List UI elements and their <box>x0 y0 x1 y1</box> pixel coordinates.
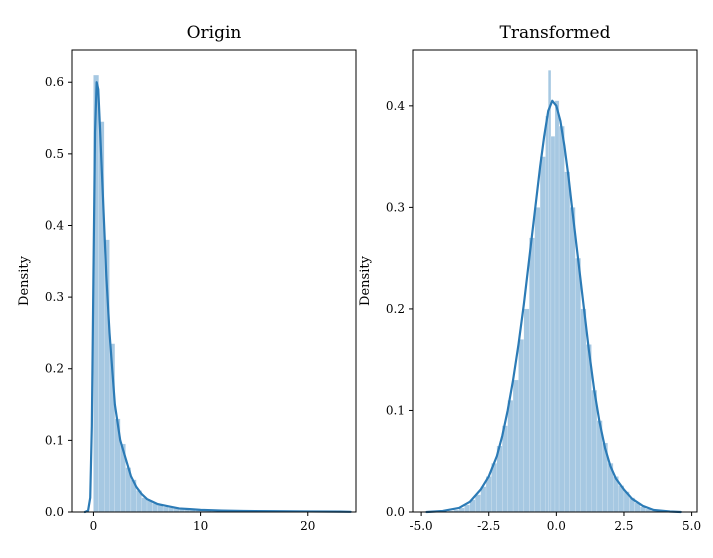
y-tick-label: 0.0 <box>386 505 405 519</box>
kde-line <box>425 99 682 514</box>
histogram-bar <box>475 494 481 513</box>
histogram-bar <box>575 257 581 513</box>
histogram-bars <box>448 70 671 513</box>
x-tick-label: 10 <box>193 519 208 533</box>
x-tick-label: 0.0 <box>547 519 566 533</box>
kde-line <box>83 81 352 514</box>
histogram-bars <box>93 74 341 513</box>
chart-title: Origin <box>187 23 242 43</box>
histogram-bar <box>569 207 576 513</box>
x-tick-label: 0 <box>90 519 98 533</box>
histogram-bar <box>168 507 174 513</box>
y-tick-label: 0.1 <box>45 433 64 447</box>
histogram-bar <box>529 237 535 513</box>
histogram-bar <box>502 425 508 513</box>
histogram-bar <box>518 339 525 513</box>
y-axis-label: Density <box>358 255 373 306</box>
histogram-bar <box>157 505 164 513</box>
y-axis-label: Density <box>17 255 32 306</box>
y-tick-label: 0.4 <box>386 99 405 113</box>
histogram-bar <box>554 100 560 513</box>
x-tick-label: 5.0 <box>682 519 701 533</box>
histogram-bar <box>564 171 571 513</box>
histogram-bar <box>480 486 487 513</box>
histogram-bar <box>485 476 492 513</box>
y-tick-label: 0.1 <box>386 403 405 417</box>
y-tick-label: 0.3 <box>386 200 405 214</box>
histogram-bar <box>534 207 541 513</box>
histogram-bar <box>523 308 530 513</box>
histogram-bar <box>539 156 546 513</box>
plot-frame <box>412 49 698 513</box>
plot-frame <box>71 49 357 513</box>
histogram-bar <box>580 308 587 513</box>
y-tick-label: 0.4 <box>45 218 64 232</box>
histogram-bar <box>548 70 552 513</box>
y-tick-label: 0.3 <box>45 290 64 304</box>
histogram-bar <box>545 115 549 513</box>
histogram-bar <box>591 389 598 513</box>
histogram-bar <box>162 506 169 513</box>
x-tick-label: -2.5 <box>477 519 500 533</box>
histogram-bar <box>464 504 470 513</box>
x-tick-label: -5.0 <box>410 519 433 533</box>
x-tick-label: 2.5 <box>614 519 633 533</box>
y-tick-label: 0.5 <box>45 147 64 161</box>
chart-panel-transformed: -5.0 -2.5 0.0 2.5 5.0 0.0 0.1 0.2 0.3 0.4 Transfor… <box>358 23 701 533</box>
histogram-bar <box>558 126 565 513</box>
histogram-bar <box>550 136 556 513</box>
histogram-bar <box>507 400 514 513</box>
chart-title: Transformed <box>500 23 611 43</box>
y-tick-label: 0.0 <box>45 505 64 519</box>
y-tick-label: 0.6 <box>45 75 64 89</box>
histogram-bar <box>512 379 519 513</box>
y-tick-label: 0.2 <box>45 362 64 376</box>
chart-panel-origin: 0 10 20 0.0 0.1 0.2 0.3 0.4 0.5 0.6 Origin Density <box>17 23 357 533</box>
x-tick-label: 20 <box>300 519 315 533</box>
y-tick-label: 0.2 <box>386 302 405 316</box>
